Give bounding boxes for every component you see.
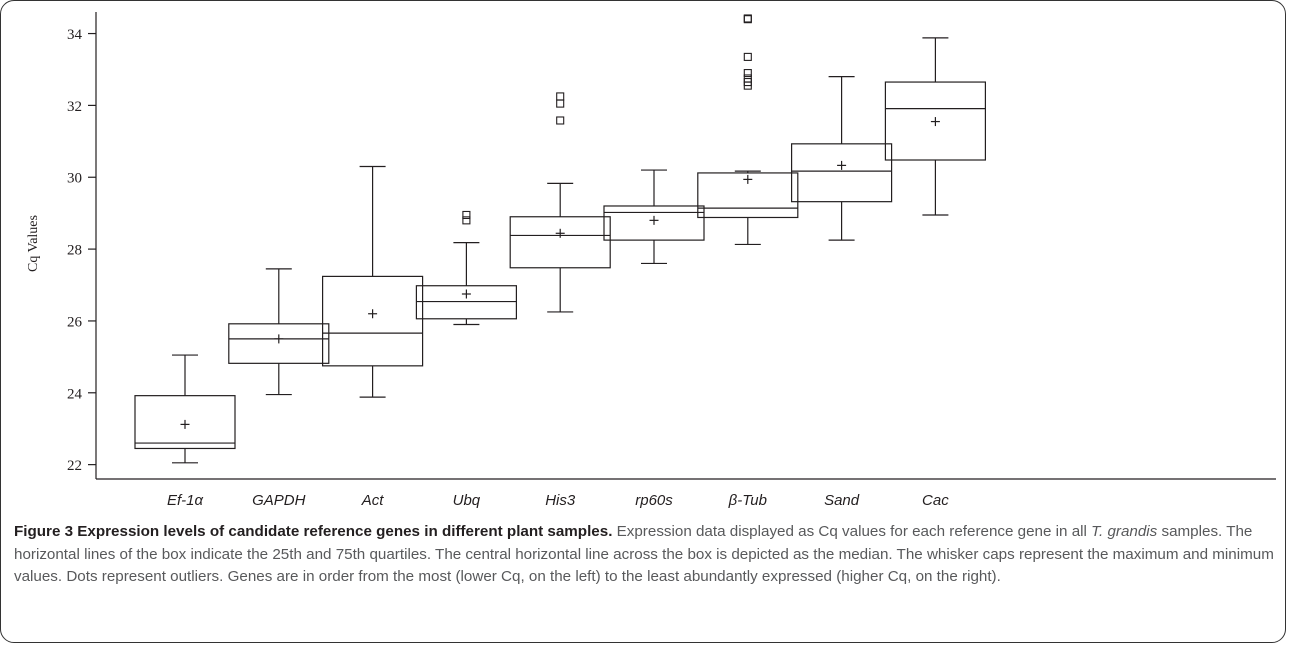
outlier-point (743, 74, 752, 83)
y-tick-label: 24 (67, 386, 83, 402)
box-plot-chart: 22 24 26 28 30 32 34 Cq Values Ef-1α GAPDH Act Ubq H… (26, 12, 1276, 509)
caption-text-2: samples. The horizontal lines of the box… (14, 523, 1274, 585)
x-tick-label: Ef-1α (167, 492, 204, 509)
outlier-point (462, 216, 471, 225)
outlier-point (556, 116, 565, 125)
y-tick-label: 22 (67, 458, 82, 474)
box (790, 143, 893, 203)
outlier-point (556, 99, 565, 108)
y-axis-title: Cq Values (26, 215, 41, 272)
box (228, 323, 330, 364)
y-tick-label: 30 (67, 171, 82, 187)
box (509, 216, 611, 269)
x-tick-label: GAPDH (252, 492, 306, 509)
outlier-point (556, 92, 565, 101)
caption-species: T. grandis (1091, 523, 1158, 540)
caption-text-1: Expression data displayed as Cq values f… (612, 523, 1092, 540)
x-tick-label: Sand (824, 492, 860, 509)
outlier-point (462, 210, 471, 220)
caption-title: Figure 3 Expression levels of candidate … (14, 523, 613, 540)
outlier-point (743, 52, 752, 61)
x-tick-label: β-Tub (728, 492, 767, 509)
outlier-point (743, 14, 752, 23)
x-tick-label: Act (361, 492, 385, 509)
x-tick-label: Ubq (453, 492, 481, 509)
figure-caption: Figure 3 Expression levels of candidate … (14, 521, 1276, 589)
x-tick-label: Cac (922, 492, 949, 509)
y-tick-label: 28 (67, 243, 82, 259)
y-tick-label: 34 (67, 27, 83, 43)
x-tick-label: rp60s (635, 492, 673, 509)
box (322, 275, 424, 367)
y-tick-label: 32 (67, 99, 82, 115)
y-tick-label: 26 (67, 314, 83, 330)
outlier-point (743, 69, 752, 78)
x-tick-label: His3 (545, 492, 576, 509)
